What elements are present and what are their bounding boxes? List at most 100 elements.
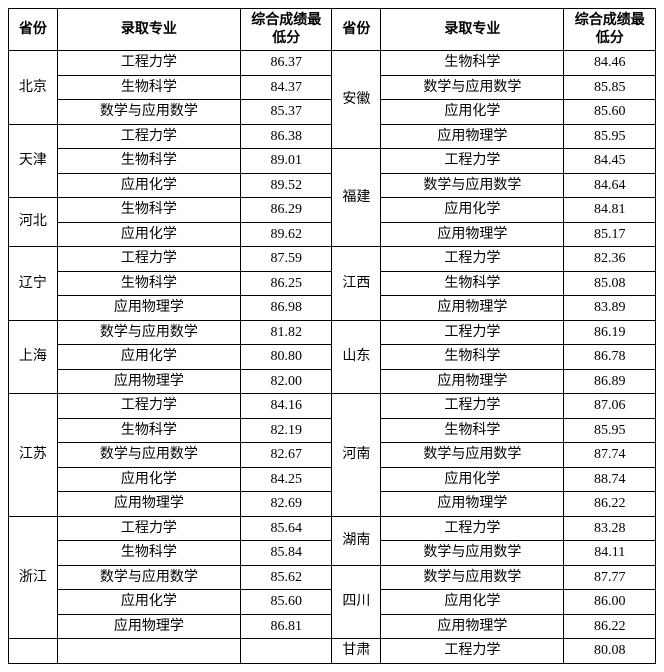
header-major-left: 录取专业	[57, 9, 240, 51]
score-cell: 87.74	[564, 443, 656, 468]
major-cell: 工程力学	[57, 516, 240, 541]
score-cell: 81.82	[240, 320, 332, 345]
major-cell: 应用物理学	[57, 492, 240, 517]
score-cell: 84.11	[564, 541, 656, 566]
score-cell: 88.74	[564, 467, 656, 492]
major-cell: 应用物理学	[57, 296, 240, 321]
major-cell: 应用化学	[57, 467, 240, 492]
province-cell: 浙江	[9, 516, 58, 639]
major-cell: 生物科学	[381, 51, 564, 76]
province-cell: 甘肃	[332, 639, 381, 664]
admission-table: 省份 录取专业 综合成绩最低分 省份 录取专业 综合成绩最低分 北京工程力学86…	[8, 8, 656, 664]
score-cell: 86.29	[240, 198, 332, 223]
major-cell: 生物科学	[57, 75, 240, 100]
header-major-right: 录取专业	[381, 9, 564, 51]
major-cell: 工程力学	[381, 320, 564, 345]
score-cell: 82.36	[564, 247, 656, 272]
score-cell: 84.45	[564, 149, 656, 174]
major-cell: 工程力学	[381, 639, 564, 664]
header-score-right: 综合成绩最低分	[564, 9, 656, 51]
header-province-left: 省份	[9, 9, 58, 51]
score-cell: 83.28	[564, 516, 656, 541]
score-cell: 86.22	[564, 614, 656, 639]
score-cell: 85.08	[564, 271, 656, 296]
score-cell: 86.22	[564, 492, 656, 517]
score-cell: 86.89	[564, 369, 656, 394]
province-cell: 山东	[332, 320, 381, 394]
major-cell: 应用化学	[381, 467, 564, 492]
score-cell: 82.19	[240, 418, 332, 443]
score-cell: 89.62	[240, 222, 332, 247]
major-cell: 数学与应用数学	[57, 100, 240, 125]
major-cell: 数学与应用数学	[381, 173, 564, 198]
province-cell: 天津	[9, 124, 58, 198]
province-cell: 辽宁	[9, 247, 58, 321]
table-row: 甘肃工程力学80.08	[9, 639, 656, 664]
table-row: 上海数学与应用数学81.82山东工程力学86.19	[9, 320, 656, 345]
major-cell: 数学与应用数学	[381, 541, 564, 566]
table-body: 北京工程力学86.37安徽生物科学84.46生物科学84.37数学与应用数学85…	[9, 51, 656, 664]
major-cell: 应用物理学	[381, 492, 564, 517]
table-row: 江苏工程力学84.16河南工程力学87.06	[9, 394, 656, 419]
major-cell: 工程力学	[381, 394, 564, 419]
major-cell: 应用化学	[381, 100, 564, 125]
score-cell: 89.01	[240, 149, 332, 174]
major-cell: 数学与应用数学	[57, 320, 240, 345]
province-cell: 江苏	[9, 394, 58, 517]
header-province-right: 省份	[332, 9, 381, 51]
major-cell: 应用化学	[381, 590, 564, 615]
major-cell: 工程力学	[381, 149, 564, 174]
table-row: 北京工程力学86.37安徽生物科学84.46	[9, 51, 656, 76]
score-cell: 85.95	[564, 418, 656, 443]
score-cell: 85.84	[240, 541, 332, 566]
province-cell: 上海	[9, 320, 58, 394]
major-cell: 应用化学	[57, 222, 240, 247]
score-cell: 82.00	[240, 369, 332, 394]
score-cell: 86.78	[564, 345, 656, 370]
score-cell: 85.95	[564, 124, 656, 149]
score-cell: 84.64	[564, 173, 656, 198]
score-cell: 86.38	[240, 124, 332, 149]
score-cell: 85.60	[564, 100, 656, 125]
major-cell: 应用化学	[57, 590, 240, 615]
major-cell	[57, 639, 240, 664]
score-cell: 89.52	[240, 173, 332, 198]
header-score-left: 综合成绩最低分	[240, 9, 332, 51]
province-cell: 湖南	[332, 516, 381, 565]
score-cell: 82.67	[240, 443, 332, 468]
score-cell: 86.98	[240, 296, 332, 321]
major-cell: 应用化学	[57, 173, 240, 198]
major-cell: 工程力学	[57, 247, 240, 272]
province-cell: 福建	[332, 149, 381, 247]
score-cell: 87.77	[564, 565, 656, 590]
major-cell: 应用物理学	[381, 124, 564, 149]
major-cell: 数学与应用数学	[381, 565, 564, 590]
table-row: 辽宁工程力学87.59江西工程力学82.36	[9, 247, 656, 272]
score-cell: 80.80	[240, 345, 332, 370]
province-cell: 四川	[332, 565, 381, 639]
major-cell: 生物科学	[57, 418, 240, 443]
major-cell: 生物科学	[57, 198, 240, 223]
score-cell: 84.16	[240, 394, 332, 419]
major-cell: 数学与应用数学	[57, 443, 240, 468]
major-cell: 应用物理学	[381, 614, 564, 639]
major-cell: 应用物理学	[57, 614, 240, 639]
score-cell: 86.19	[564, 320, 656, 345]
score-cell: 84.37	[240, 75, 332, 100]
table-row: 数学与应用数学85.62四川数学与应用数学87.77	[9, 565, 656, 590]
major-cell: 生物科学	[57, 271, 240, 296]
major-cell: 数学与应用数学	[381, 75, 564, 100]
major-cell: 数学与应用数学	[381, 443, 564, 468]
score-cell: 85.60	[240, 590, 332, 615]
major-cell: 生物科学	[57, 541, 240, 566]
table-header: 省份 录取专业 综合成绩最低分 省份 录取专业 综合成绩最低分	[9, 9, 656, 51]
major-cell: 生物科学	[381, 418, 564, 443]
table-row: 浙江工程力学85.64湖南工程力学83.28	[9, 516, 656, 541]
major-cell: 生物科学	[57, 149, 240, 174]
score-cell: 84.46	[564, 51, 656, 76]
score-cell: 86.25	[240, 271, 332, 296]
province-cell: 安徽	[332, 51, 381, 149]
score-cell: 84.81	[564, 198, 656, 223]
major-cell: 工程力学	[57, 124, 240, 149]
score-cell	[240, 639, 332, 664]
